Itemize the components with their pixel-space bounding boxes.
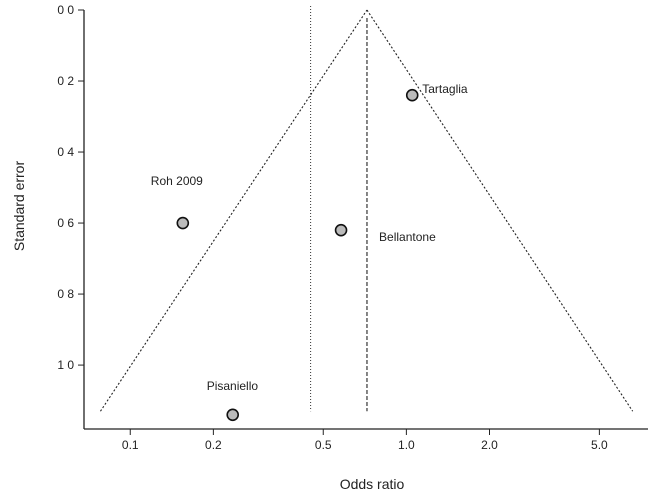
study-label: Bellantone — [379, 230, 436, 244]
y-tick-label: 0 8 — [57, 287, 74, 301]
study-label: Tartaglia — [422, 82, 468, 96]
x-tick-label: 0.5 — [315, 438, 332, 452]
study-label: Roh 2009 — [151, 174, 203, 188]
reference-lines — [310, 6, 368, 412]
funnel-right-line — [366, 9, 634, 412]
x-tick-label: 0.1 — [122, 438, 139, 452]
axis-ticks: 0.1 0.2 0.5 1.0 2.0 5.0 0 0 0 2 0 4 0 6 0 8 1 0 — [57, 3, 608, 452]
study-point — [176, 216, 190, 230]
data-points: Tartaglia Roh 2009 Bellantone Pisaniello — [151, 82, 468, 422]
x-tick-label: 5.0 — [591, 438, 608, 452]
y-tick-label: 0 6 — [57, 216, 74, 230]
y-tick-label: 1 0 — [57, 358, 74, 372]
x-tick-label: 0.2 — [205, 438, 222, 452]
study-label: Pisaniello — [207, 379, 259, 393]
y-tick-label: 0 4 — [57, 145, 74, 159]
x-tick-label: 2.0 — [481, 438, 498, 452]
study-point — [405, 88, 419, 102]
funnel-lines — [99, 9, 634, 412]
funnel-left-line — [99, 9, 368, 412]
x-tick-label: 1.0 — [398, 438, 415, 452]
x-axis-label: Odds ratio — [340, 476, 405, 492]
y-axis-label: Standard error — [11, 161, 27, 252]
y-tick-label: 0 0 — [57, 3, 74, 17]
y-tick-label: 0 2 — [57, 74, 74, 88]
plot-frame — [83, 10, 648, 430]
study-point — [334, 223, 348, 237]
study-point — [226, 408, 240, 422]
